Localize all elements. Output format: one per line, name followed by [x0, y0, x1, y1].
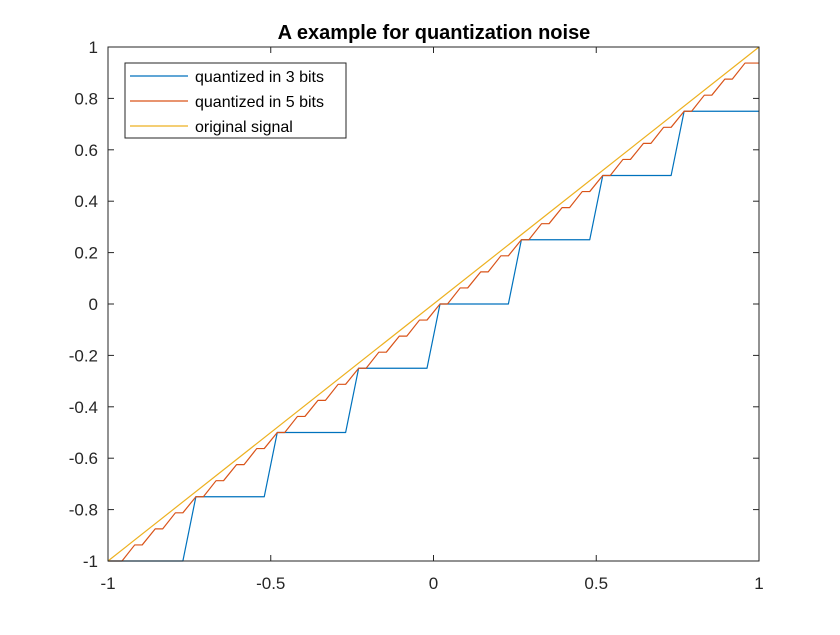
series-layer	[107, 46, 760, 562]
y-tick-label: 0.4	[74, 192, 98, 211]
y-tick-label: 1	[89, 38, 98, 57]
y-tick-label: -0.4	[69, 398, 98, 417]
x-tick-label: 0.5	[584, 574, 608, 593]
y-tick-label: 0.6	[74, 141, 98, 160]
y-tick-label: -0.2	[69, 346, 98, 365]
ticks-layer: -1 -0.5 0 0.5 1 -1 -0.8 -0.6 -0.4 -0.2 0 0.2 0.4 0.6 0…	[69, 38, 764, 593]
y-tick-label: -0.8	[69, 501, 98, 520]
legend-label: quantized in 3 bits	[195, 69, 324, 86]
y-tick-label: -1	[83, 552, 98, 571]
x-tick-label: 0	[429, 574, 438, 593]
legend-label: original signal	[195, 119, 293, 136]
x-tick-label: -1	[100, 574, 115, 593]
legend: quantized in 3 bits quantized in 5 bits or…	[124, 62, 347, 139]
series-line-2	[107, 46, 760, 562]
x-tick-label: 1	[754, 574, 763, 593]
chart-title: A example for quantization noise	[278, 22, 591, 44]
y-tick-label: -0.6	[69, 449, 98, 468]
y-tick-label: 0.8	[74, 89, 98, 108]
legend-label: quantized in 5 bits	[195, 94, 324, 111]
y-tick-label: 0.2	[74, 244, 98, 263]
y-tick-label: 0	[89, 295, 98, 314]
series-line-0	[108, 110, 759, 562]
x-tick-label: -0.5	[256, 574, 285, 593]
series-line-1	[108, 62, 759, 562]
